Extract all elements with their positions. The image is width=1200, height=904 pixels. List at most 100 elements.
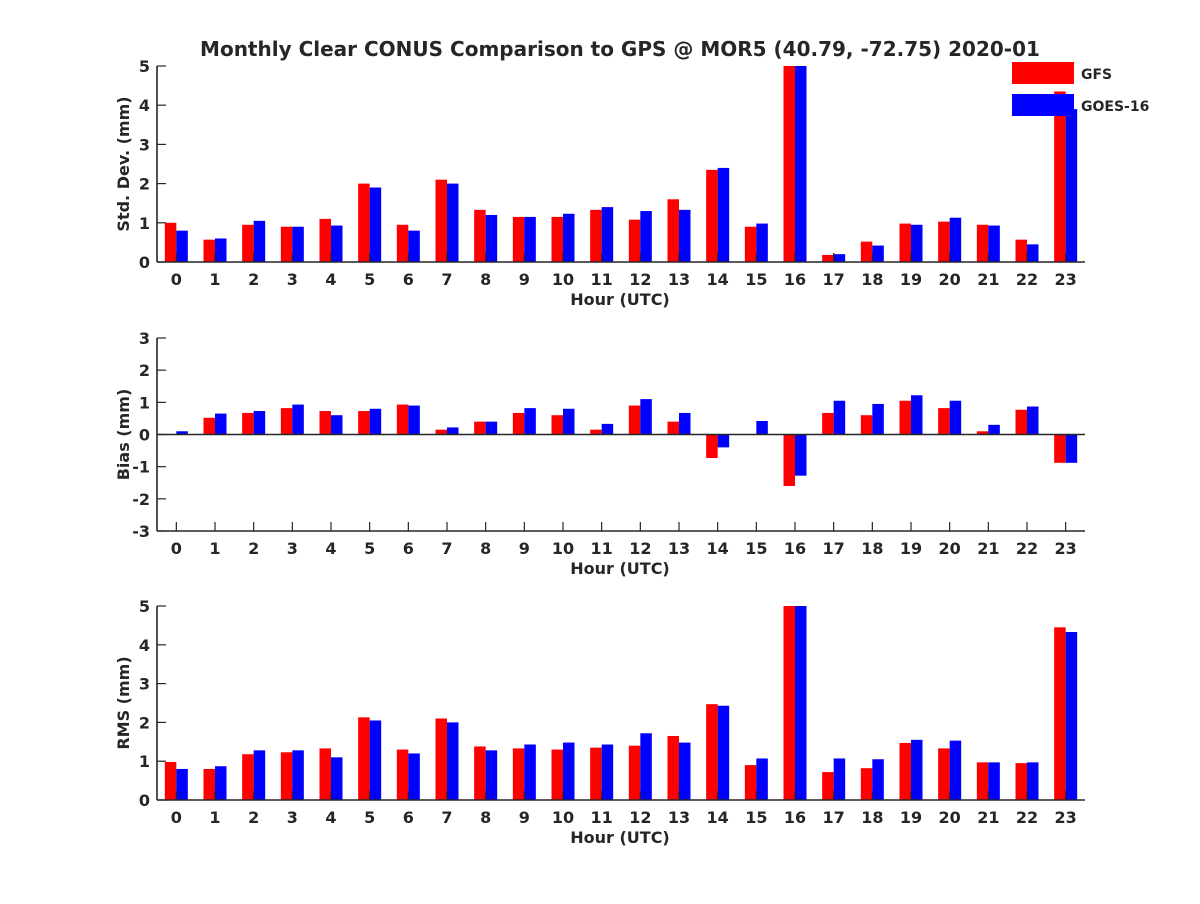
x-tick-label-std-18: 18: [861, 270, 883, 289]
y-tick-label-rms-2: 2: [139, 713, 150, 732]
y-axis-label-std: Std. Dev. (mm): [114, 96, 133, 231]
bar-std-goes16-5: [369, 187, 382, 262]
bar-rms-gfs-3: [280, 752, 293, 800]
y-tick-label-std-4: 4: [139, 96, 150, 115]
chart-title: Monthly Clear CONUS Comparison to GPS @ …: [200, 37, 1040, 61]
y-tick-label-std-5: 5: [139, 57, 150, 76]
y-tick-label-bias-3: 3: [139, 329, 150, 348]
y-tick-label-std-0: 0: [139, 253, 150, 272]
bar-rms-goes16-3: [292, 750, 304, 800]
bar-rms-gfs-11: [590, 747, 602, 800]
y-tick-label-bias--3: -3: [132, 522, 150, 541]
x-tick-label-rms-0: 0: [171, 808, 182, 827]
bar-bias-gfs-7: [435, 429, 447, 435]
bar-bias-gfs-12: [628, 405, 641, 435]
bar-rms-goes16-13: [679, 742, 691, 800]
y-tick-label-bias--2: -2: [132, 490, 150, 509]
y-tick-label-rms-1: 1: [139, 752, 150, 771]
bar-rms-gfs-6: [396, 749, 409, 800]
bar-bias-gfs-1: [203, 417, 215, 435]
y-tick-label-std-3: 3: [139, 135, 150, 154]
bar-bias-goes16-3: [292, 404, 304, 435]
bar-rms-gfs-13: [667, 735, 679, 800]
bar-bias-gfs-13: [667, 421, 679, 435]
x-tick-label-bias-9: 9: [519, 539, 530, 558]
bar-bias-goes16-13: [679, 412, 691, 435]
bar-std-goes16-15: [756, 223, 768, 262]
x-tick-label-bias-6: 6: [403, 539, 414, 558]
bar-rms-goes16-5: [369, 720, 382, 800]
y-tick-label-rms-4: 4: [139, 636, 150, 655]
bar-std-gfs-19: [899, 223, 911, 262]
bar-rms-goes16-17: [833, 758, 846, 800]
bar-std-gfs-13: [667, 199, 679, 262]
bar-std-gfs-17: [822, 254, 834, 262]
x-tick-label-std-11: 11: [591, 270, 613, 289]
x-tick-label-bias-4: 4: [325, 539, 336, 558]
bar-bias-gfs-5: [358, 411, 370, 435]
x-tick-label-std-5: 5: [364, 270, 375, 289]
legend-label-gfs: GFS: [1081, 67, 1112, 83]
bar-std-goes16-8: [485, 214, 498, 262]
x-tick-label-std-6: 6: [403, 270, 414, 289]
bar-bias-gfs-3: [280, 408, 293, 435]
bar-bias-goes16-21: [988, 424, 1000, 435]
bar-std-gfs-8: [474, 209, 486, 262]
bar-bias-goes16-7: [447, 427, 459, 435]
bar-rms-gfs-20: [938, 748, 950, 800]
bar-bias-goes16-6: [408, 405, 420, 435]
bar-bias-goes16-8: [485, 421, 498, 435]
bar-bias-gfs-22: [1015, 409, 1027, 435]
bar-rms-goes16-9: [524, 744, 536, 800]
bar-rms-gfs-7: [435, 718, 447, 800]
bar-std-goes16-19: [911, 224, 923, 262]
bar-rms-goes16-14: [717, 705, 730, 800]
bar-std-gfs-0: [164, 222, 177, 262]
x-tick-label-bias-3: 3: [287, 539, 298, 558]
bar-bias-gfs-17: [822, 412, 834, 435]
bar-rms-goes16-4: [331, 757, 343, 800]
bar-bias-goes16-11: [601, 423, 614, 435]
bar-std-goes16-10: [563, 213, 575, 262]
bar-bias-goes16-15: [756, 420, 768, 435]
bar-bias-gfs-18: [860, 415, 873, 435]
bar-std-gfs-9: [512, 216, 525, 262]
bar-rms-goes16-16: [795, 606, 807, 800]
legend-swatch-gfs: [1012, 62, 1074, 84]
bar-bias-goes16-9: [524, 408, 536, 435]
x-tick-label-rms-11: 11: [591, 808, 613, 827]
bar-bias-goes16-14: [717, 434, 730, 448]
x-tick-label-rms-20: 20: [939, 808, 961, 827]
x-tick-label-std-13: 13: [668, 270, 690, 289]
bar-rms-gfs-19: [899, 742, 911, 800]
x-tick-label-bias-23: 23: [1055, 539, 1077, 558]
x-tick-label-bias-13: 13: [668, 539, 690, 558]
bar-std-gfs-2: [242, 224, 254, 262]
bar-std-goes16-13: [679, 209, 691, 262]
x-tick-label-bias-12: 12: [629, 539, 651, 558]
x-tick-label-rms-23: 23: [1055, 808, 1077, 827]
bar-bias-gfs-11: [590, 429, 602, 435]
x-tick-label-bias-7: 7: [441, 539, 452, 558]
y-tick-label-bias--1: -1: [132, 458, 150, 477]
bar-std-goes16-7: [447, 183, 459, 262]
x-axis-label-std: Hour (UTC): [570, 290, 670, 309]
bar-bias-goes16-5: [369, 408, 382, 435]
x-tick-label-rms-18: 18: [861, 808, 883, 827]
bar-rms-goes16-11: [601, 744, 614, 800]
x-tick-label-rms-22: 22: [1016, 808, 1038, 827]
bar-rms-gfs-8: [474, 746, 486, 800]
bar-rms-gfs-1: [203, 768, 215, 800]
bar-rms-goes16-8: [485, 750, 498, 800]
x-tick-label-std-14: 14: [707, 270, 729, 289]
bar-std-goes16-21: [988, 225, 1000, 262]
x-tick-label-bias-19: 19: [900, 539, 922, 558]
bar-rms-goes16-12: [640, 733, 652, 800]
x-tick-label-rms-15: 15: [745, 808, 767, 827]
bar-rms-goes16-10: [563, 742, 575, 800]
x-tick-label-std-10: 10: [552, 270, 574, 289]
bar-std-goes16-23: [1065, 109, 1078, 263]
bar-rms-gfs-4: [319, 748, 331, 800]
